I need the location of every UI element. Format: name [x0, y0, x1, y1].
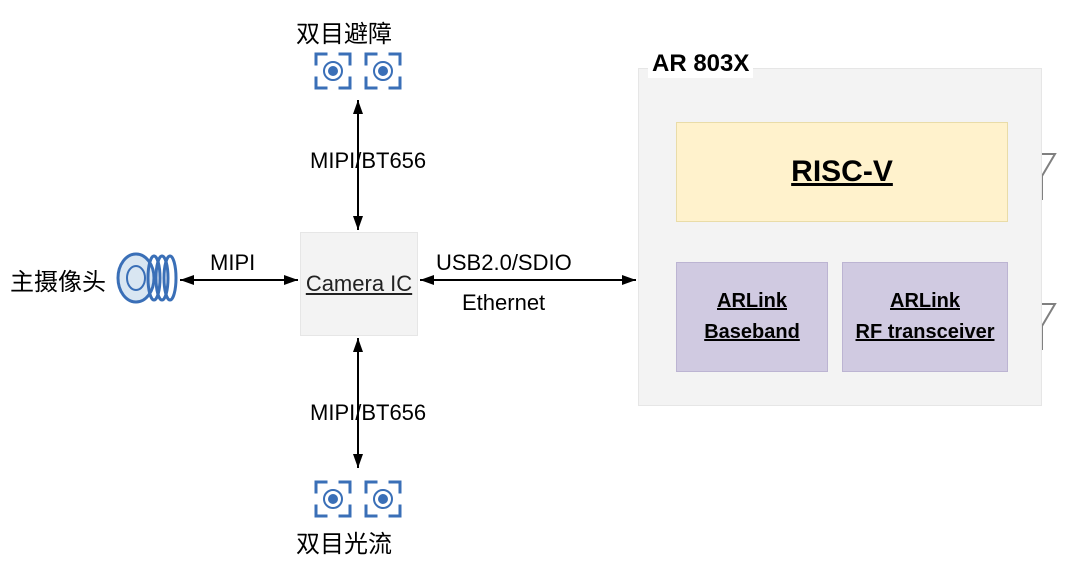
rf-line1: ARLink	[856, 290, 995, 313]
edge-label-flow: MIPI/BT656	[310, 400, 426, 426]
edge-label-mipi: MIPI	[210, 250, 255, 276]
baseband-line2: Baseband	[704, 321, 800, 344]
camera-ic-label: Camera IC	[306, 271, 412, 297]
arlink-rf-block: ARLink RF transceiver	[842, 262, 1008, 372]
main-camera-label: 主摄像头	[10, 262, 112, 298]
baseband-line1: ARLink	[704, 290, 800, 313]
camera-ic-block: Camera IC	[300, 232, 418, 336]
flow-cameras-label: 双目光流	[296, 524, 416, 560]
arlink-baseband-block: ARLink Baseband	[676, 262, 828, 372]
obstacle-cameras-label: 双目避障	[296, 14, 416, 50]
rf-line2: RF transceiver	[856, 321, 995, 344]
riscv-block: RISC-V	[676, 122, 1008, 222]
edge-label-usb: USB2.0/SDIO	[436, 250, 572, 276]
edge-label-obstacle: MIPI/BT656	[310, 148, 426, 174]
edge-label-eth: Ethernet	[462, 290, 545, 316]
ar803x-title: AR 803X	[648, 50, 753, 78]
riscv-label: RISC-V	[791, 155, 893, 189]
